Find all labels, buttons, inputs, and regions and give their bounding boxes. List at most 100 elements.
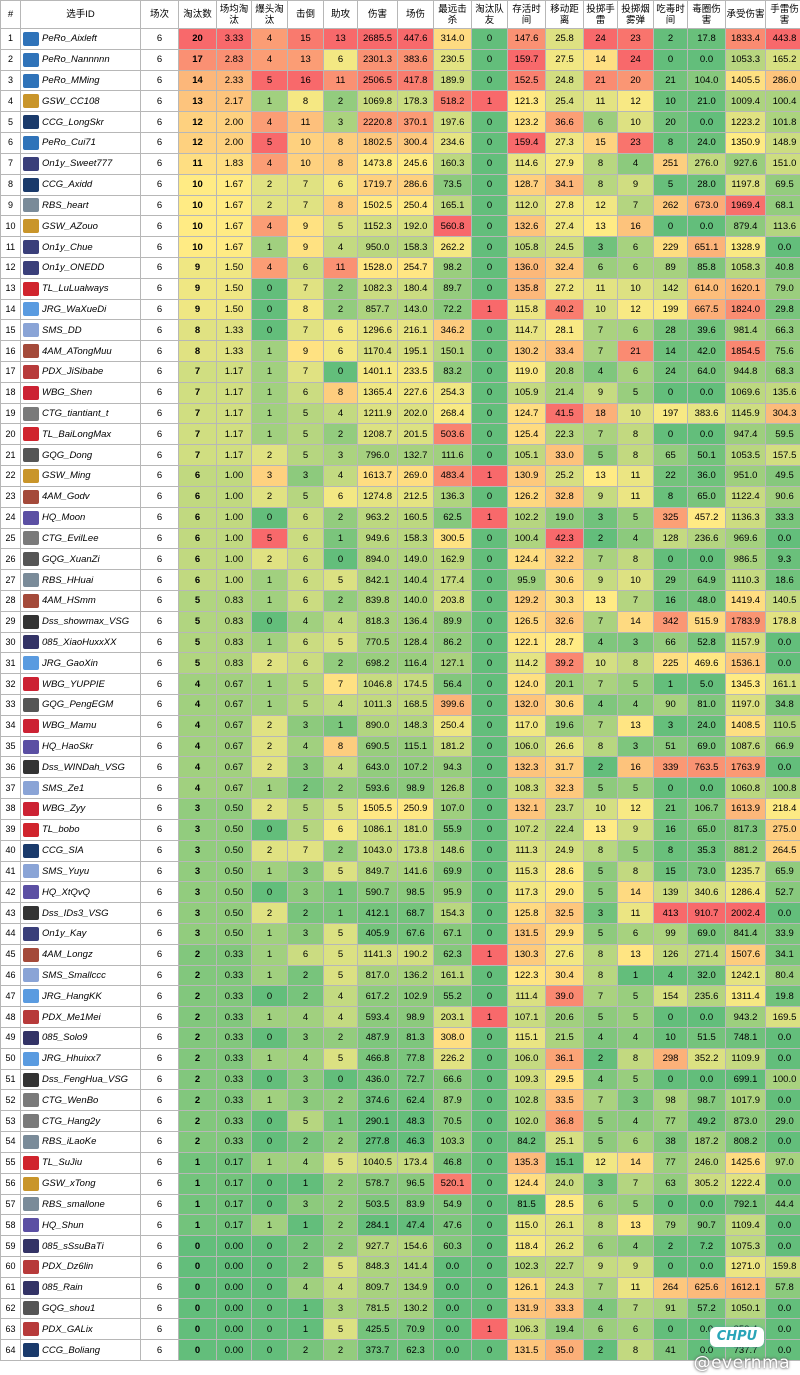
row-index: 4 bbox=[0, 90, 21, 113]
stat-cell: 0.33 bbox=[216, 964, 252, 987]
stat-cell: 126.2 bbox=[507, 485, 546, 508]
stat-cell: 22.7 bbox=[545, 1255, 584, 1278]
stat-cell: 1 bbox=[251, 340, 288, 362]
row-index: 18 bbox=[0, 381, 21, 404]
stat-cell: 6 bbox=[617, 256, 654, 279]
stat-cell: 24.5 bbox=[545, 236, 584, 258]
stat-cell: 951.0 bbox=[725, 465, 766, 487]
stat-cell: 234.6 bbox=[433, 132, 472, 154]
stat-cell: 230.5 bbox=[433, 48, 472, 71]
team-logo-icon bbox=[23, 781, 39, 796]
stat-cell: 107.0 bbox=[433, 798, 472, 820]
stat-cell: 6 bbox=[583, 1318, 618, 1341]
stat-cell: 447.6 bbox=[397, 28, 434, 50]
team-logo-icon bbox=[23, 468, 39, 483]
stat-cell: 107.2 bbox=[397, 756, 434, 779]
stat-cell: 3 bbox=[617, 735, 654, 758]
stat-cell: 2 bbox=[287, 1339, 324, 1361]
stat-cell: 10 bbox=[653, 1027, 688, 1049]
stat-cell: 1011.3 bbox=[357, 694, 398, 716]
stat-cell: 6 bbox=[140, 1131, 179, 1153]
player-id-cell: PeRo_Nannnnn bbox=[20, 48, 141, 71]
stat-cell: 503.5 bbox=[357, 1193, 398, 1216]
stat-cell: 781.5 bbox=[357, 1297, 398, 1320]
stat-cell: 69.5 bbox=[765, 173, 800, 196]
stat-cell: 1.17 bbox=[216, 444, 252, 467]
stat-cell: 6 bbox=[178, 485, 217, 508]
player-id-cell: Dss_FengHua_VSG bbox=[20, 1068, 141, 1091]
stat-cell: 2 bbox=[251, 756, 288, 779]
stat-cell: 64.9 bbox=[687, 569, 726, 591]
player-id-cell: TL_SuJiu bbox=[20, 1151, 141, 1174]
stat-cell: 0 bbox=[471, 1047, 508, 1070]
stat-cell: 383.6 bbox=[397, 48, 434, 71]
stat-cell: 808.2 bbox=[725, 1131, 766, 1153]
stat-cell: 5 bbox=[251, 132, 288, 154]
stat-cell: 6 bbox=[323, 319, 358, 342]
stat-cell: 763.5 bbox=[687, 756, 726, 779]
stat-cell: 131.5 bbox=[507, 922, 546, 945]
stat-cell: 6 bbox=[140, 423, 179, 446]
player-id: WBG_Shen bbox=[42, 387, 93, 399]
stat-cell: 0 bbox=[471, 610, 508, 633]
stat-cell: 2 bbox=[287, 1255, 324, 1278]
stat-cell: 106.0 bbox=[507, 1047, 546, 1070]
table-row: 44 On1y_Kay 6 3 0.50 1 3 5 405.9 67.6 67.1 0 131.5 29… bbox=[0, 922, 800, 945]
stat-cell: 6 bbox=[140, 256, 179, 279]
row-index: 42 bbox=[0, 881, 21, 904]
stat-cell: 2 bbox=[323, 90, 358, 113]
stat-cell: 7 bbox=[178, 361, 217, 383]
stat-cell: 2301.3 bbox=[357, 48, 398, 71]
stat-cell: 13 bbox=[323, 28, 358, 50]
stat-cell: 73.0 bbox=[687, 860, 726, 883]
stat-cell: 1053.5 bbox=[725, 444, 766, 467]
stat-cell: 8 bbox=[287, 298, 324, 321]
stat-cell: 6 bbox=[140, 361, 179, 383]
stat-cell: 6 bbox=[140, 839, 179, 862]
stat-cell: 1 bbox=[251, 1089, 288, 1112]
stat-cell: 148.3 bbox=[397, 714, 434, 737]
stat-cell: 13 bbox=[287, 48, 324, 71]
stat-cell: 142 bbox=[653, 277, 688, 300]
team-logo-icon bbox=[23, 593, 39, 608]
stat-cell: 105.9 bbox=[507, 381, 546, 404]
stat-cell: 1350.9 bbox=[725, 132, 766, 154]
stat-cell: 1719.7 bbox=[357, 173, 398, 196]
stat-cell: 0 bbox=[471, 1193, 508, 1216]
team-logo-icon bbox=[23, 1259, 39, 1274]
player-id-cell: HQ_Moon bbox=[20, 506, 141, 529]
stat-cell: 286.0 bbox=[765, 69, 800, 92]
stat-cell: 0.83 bbox=[216, 631, 252, 654]
stat-cell: 1 bbox=[323, 527, 358, 550]
stat-cell: 5 bbox=[323, 964, 358, 987]
stat-cell: 590.7 bbox=[357, 881, 398, 904]
player-id: RBS_iLaoKe bbox=[42, 1136, 97, 1148]
stat-cell: 1 bbox=[471, 943, 508, 966]
stat-cell: 5 bbox=[617, 506, 654, 529]
stat-cell: 5 bbox=[323, 1047, 358, 1070]
stat-cell: 7 bbox=[617, 194, 654, 217]
stat-cell: 85.8 bbox=[687, 256, 726, 279]
stat-cell: 21.0 bbox=[687, 90, 726, 113]
player-id: CCG_LongSkr bbox=[42, 116, 104, 128]
stat-cell: 1.17 bbox=[216, 361, 252, 383]
stat-cell: 13 bbox=[178, 90, 217, 113]
stat-cell: 26.2 bbox=[545, 1235, 584, 1257]
team-logo-icon bbox=[23, 1176, 39, 1191]
player-id: Dss_FengHua_VSG bbox=[42, 1074, 129, 1086]
table-row: 46 SMS_Smallccc 6 2 0.33 1 2 5 817.0 136.2 161.1 0 1… bbox=[0, 964, 800, 987]
table-row: 4 GSW_CC108 6 13 2.17 1 8 2 1069.8 178.3 518.2 1 121… bbox=[0, 90, 800, 113]
stat-cell: 0 bbox=[653, 548, 688, 571]
player-id-cell: CCG_LongSkr bbox=[20, 111, 141, 134]
stat-cell: 0.33 bbox=[216, 1006, 252, 1028]
stat-cell: 8 bbox=[323, 152, 358, 175]
stat-cell: 158.3 bbox=[397, 527, 434, 550]
stat-cell: 2 bbox=[323, 423, 358, 446]
stat-cell: 44.4 bbox=[765, 1193, 800, 1216]
stat-cell: 67.6 bbox=[397, 922, 434, 945]
stat-cell: 2 bbox=[583, 756, 618, 779]
stat-cell: 33.4 bbox=[545, 340, 584, 362]
stat-cell: 7 bbox=[583, 319, 618, 342]
stat-cell: 2 bbox=[583, 527, 618, 550]
stat-cell: 0.50 bbox=[216, 922, 252, 945]
